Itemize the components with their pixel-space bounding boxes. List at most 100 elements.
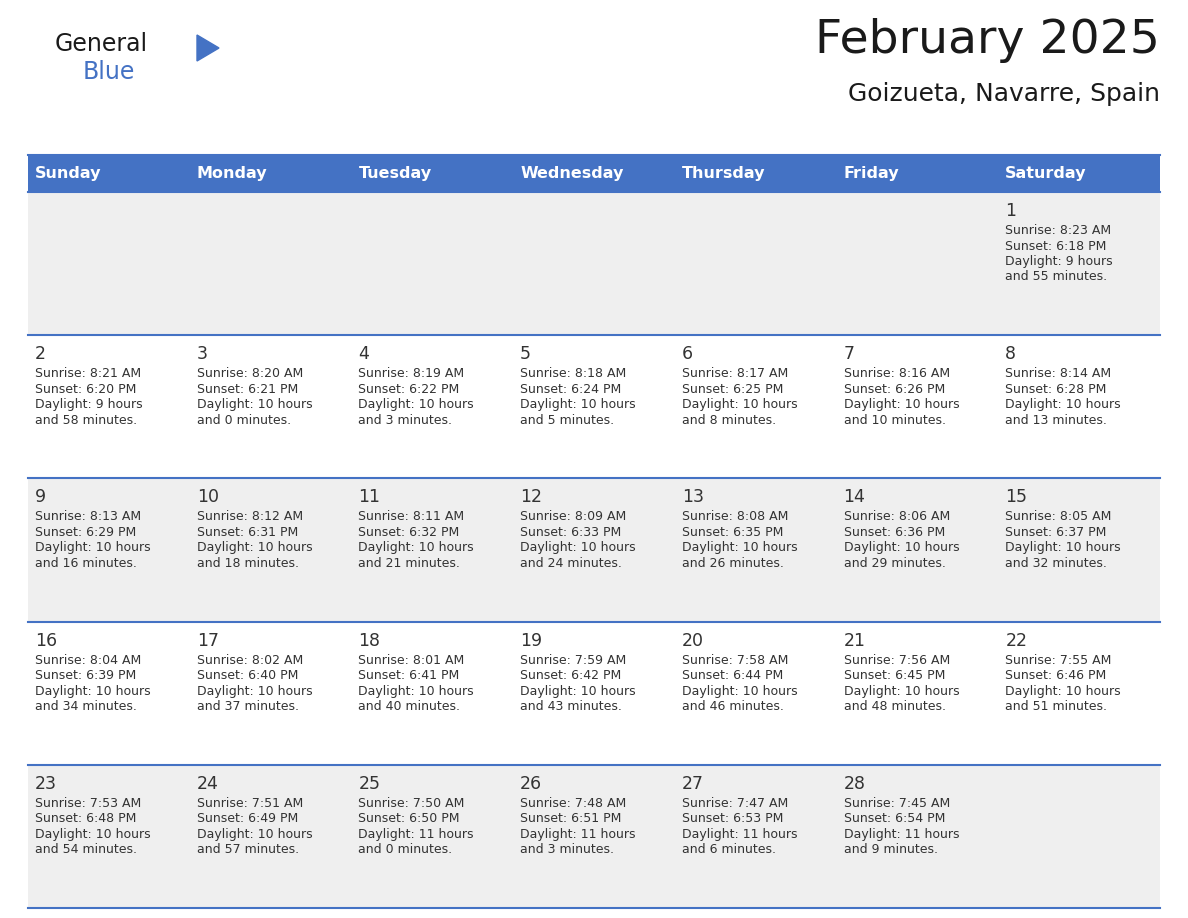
Text: 21: 21 (843, 632, 866, 650)
Text: Sunrise: 8:09 AM: Sunrise: 8:09 AM (520, 510, 626, 523)
Bar (513, 765, 675, 908)
Text: Sunrise: 7:56 AM: Sunrise: 7:56 AM (843, 654, 950, 666)
Bar (352, 765, 513, 908)
Text: Sunset: 6:21 PM: Sunset: 6:21 PM (197, 383, 298, 396)
Text: Daylight: 10 hours: Daylight: 10 hours (520, 685, 636, 698)
Text: 12: 12 (520, 488, 542, 507)
Bar (836, 621, 998, 765)
Text: and 3 minutes.: and 3 minutes. (359, 414, 453, 427)
Text: Friday: Friday (843, 166, 899, 181)
Text: Sunrise: 8:18 AM: Sunrise: 8:18 AM (520, 367, 626, 380)
Bar (190, 155, 352, 192)
Text: and 5 minutes.: and 5 minutes. (520, 414, 614, 427)
Polygon shape (197, 35, 219, 61)
Bar (998, 478, 1159, 621)
Text: Sunrise: 8:20 AM: Sunrise: 8:20 AM (197, 367, 303, 380)
Text: Daylight: 10 hours: Daylight: 10 hours (843, 398, 959, 411)
Text: Daylight: 10 hours: Daylight: 10 hours (34, 828, 151, 841)
Text: February 2025: February 2025 (815, 18, 1159, 63)
Text: Sunrise: 7:55 AM: Sunrise: 7:55 AM (1005, 654, 1112, 666)
Bar (675, 192, 836, 335)
Bar (29, 478, 190, 621)
Bar (190, 192, 352, 335)
Text: Thursday: Thursday (682, 166, 765, 181)
Bar (352, 621, 513, 765)
Text: Daylight: 11 hours: Daylight: 11 hours (682, 828, 797, 841)
Text: Sunset: 6:24 PM: Sunset: 6:24 PM (520, 383, 621, 396)
Text: Sunset: 6:54 PM: Sunset: 6:54 PM (843, 812, 944, 825)
Text: 5: 5 (520, 345, 531, 364)
Text: Sunset: 6:41 PM: Sunset: 6:41 PM (359, 669, 460, 682)
Text: Sunrise: 7:51 AM: Sunrise: 7:51 AM (197, 797, 303, 810)
Text: Sunset: 6:48 PM: Sunset: 6:48 PM (34, 812, 137, 825)
Text: 3: 3 (197, 345, 208, 364)
Text: Saturday: Saturday (1005, 166, 1087, 181)
Text: Sunset: 6:53 PM: Sunset: 6:53 PM (682, 812, 783, 825)
Text: Daylight: 9 hours: Daylight: 9 hours (34, 398, 143, 411)
Text: and 58 minutes.: and 58 minutes. (34, 414, 137, 427)
Text: Sunset: 6:44 PM: Sunset: 6:44 PM (682, 669, 783, 682)
Text: Daylight: 10 hours: Daylight: 10 hours (1005, 398, 1121, 411)
Bar (998, 621, 1159, 765)
Text: and 43 minutes.: and 43 minutes. (520, 700, 623, 713)
Text: 2: 2 (34, 345, 46, 364)
Text: and 46 minutes.: and 46 minutes. (682, 700, 784, 713)
Text: Sunset: 6:37 PM: Sunset: 6:37 PM (1005, 526, 1107, 539)
Text: 8: 8 (1005, 345, 1016, 364)
Text: 14: 14 (843, 488, 865, 507)
Bar (29, 335, 190, 478)
Text: Sunset: 6:46 PM: Sunset: 6:46 PM (1005, 669, 1106, 682)
Text: Daylight: 10 hours: Daylight: 10 hours (359, 542, 474, 554)
Text: Monday: Monday (197, 166, 267, 181)
Text: and 0 minutes.: and 0 minutes. (197, 414, 291, 427)
Text: Sunday: Sunday (34, 166, 101, 181)
Text: 20: 20 (682, 632, 703, 650)
Text: Daylight: 10 hours: Daylight: 10 hours (34, 542, 151, 554)
Text: Sunrise: 8:14 AM: Sunrise: 8:14 AM (1005, 367, 1112, 380)
Text: Sunrise: 7:59 AM: Sunrise: 7:59 AM (520, 654, 626, 666)
Text: and 9 minutes.: and 9 minutes. (843, 844, 937, 856)
Text: 17: 17 (197, 632, 219, 650)
Bar (998, 155, 1159, 192)
Text: Daylight: 11 hours: Daylight: 11 hours (520, 828, 636, 841)
Bar (190, 621, 352, 765)
Text: Sunset: 6:40 PM: Sunset: 6:40 PM (197, 669, 298, 682)
Text: Tuesday: Tuesday (359, 166, 431, 181)
Text: and 51 minutes.: and 51 minutes. (1005, 700, 1107, 713)
Text: Daylight: 10 hours: Daylight: 10 hours (682, 685, 797, 698)
Text: Daylight: 10 hours: Daylight: 10 hours (197, 398, 312, 411)
Bar (29, 192, 190, 335)
Text: Sunrise: 8:08 AM: Sunrise: 8:08 AM (682, 510, 788, 523)
Text: and 13 minutes.: and 13 minutes. (1005, 414, 1107, 427)
Text: Sunset: 6:32 PM: Sunset: 6:32 PM (359, 526, 460, 539)
Bar (836, 478, 998, 621)
Text: Sunset: 6:35 PM: Sunset: 6:35 PM (682, 526, 783, 539)
Text: Sunset: 6:20 PM: Sunset: 6:20 PM (34, 383, 137, 396)
Text: Daylight: 10 hours: Daylight: 10 hours (34, 685, 151, 698)
Bar (836, 335, 998, 478)
Text: and 6 minutes.: and 6 minutes. (682, 844, 776, 856)
Text: Goizueta, Navarre, Spain: Goizueta, Navarre, Spain (848, 82, 1159, 106)
Text: 13: 13 (682, 488, 703, 507)
Bar (513, 192, 675, 335)
Text: and 55 minutes.: and 55 minutes. (1005, 271, 1107, 284)
Text: Blue: Blue (83, 60, 135, 84)
Text: Daylight: 10 hours: Daylight: 10 hours (1005, 542, 1121, 554)
Text: Sunrise: 8:04 AM: Sunrise: 8:04 AM (34, 654, 141, 666)
Bar (836, 192, 998, 335)
Text: 22: 22 (1005, 632, 1028, 650)
Text: 9: 9 (34, 488, 46, 507)
Bar (352, 192, 513, 335)
Text: Daylight: 10 hours: Daylight: 10 hours (520, 542, 636, 554)
Bar (190, 335, 352, 478)
Text: Daylight: 10 hours: Daylight: 10 hours (197, 542, 312, 554)
Text: and 0 minutes.: and 0 minutes. (359, 844, 453, 856)
Text: Sunrise: 7:50 AM: Sunrise: 7:50 AM (359, 797, 465, 810)
Text: Sunrise: 8:11 AM: Sunrise: 8:11 AM (359, 510, 465, 523)
Text: Daylight: 10 hours: Daylight: 10 hours (682, 542, 797, 554)
Text: Sunset: 6:18 PM: Sunset: 6:18 PM (1005, 240, 1107, 252)
Text: Daylight: 10 hours: Daylight: 10 hours (359, 398, 474, 411)
Bar (190, 765, 352, 908)
Bar (190, 478, 352, 621)
Bar (675, 478, 836, 621)
